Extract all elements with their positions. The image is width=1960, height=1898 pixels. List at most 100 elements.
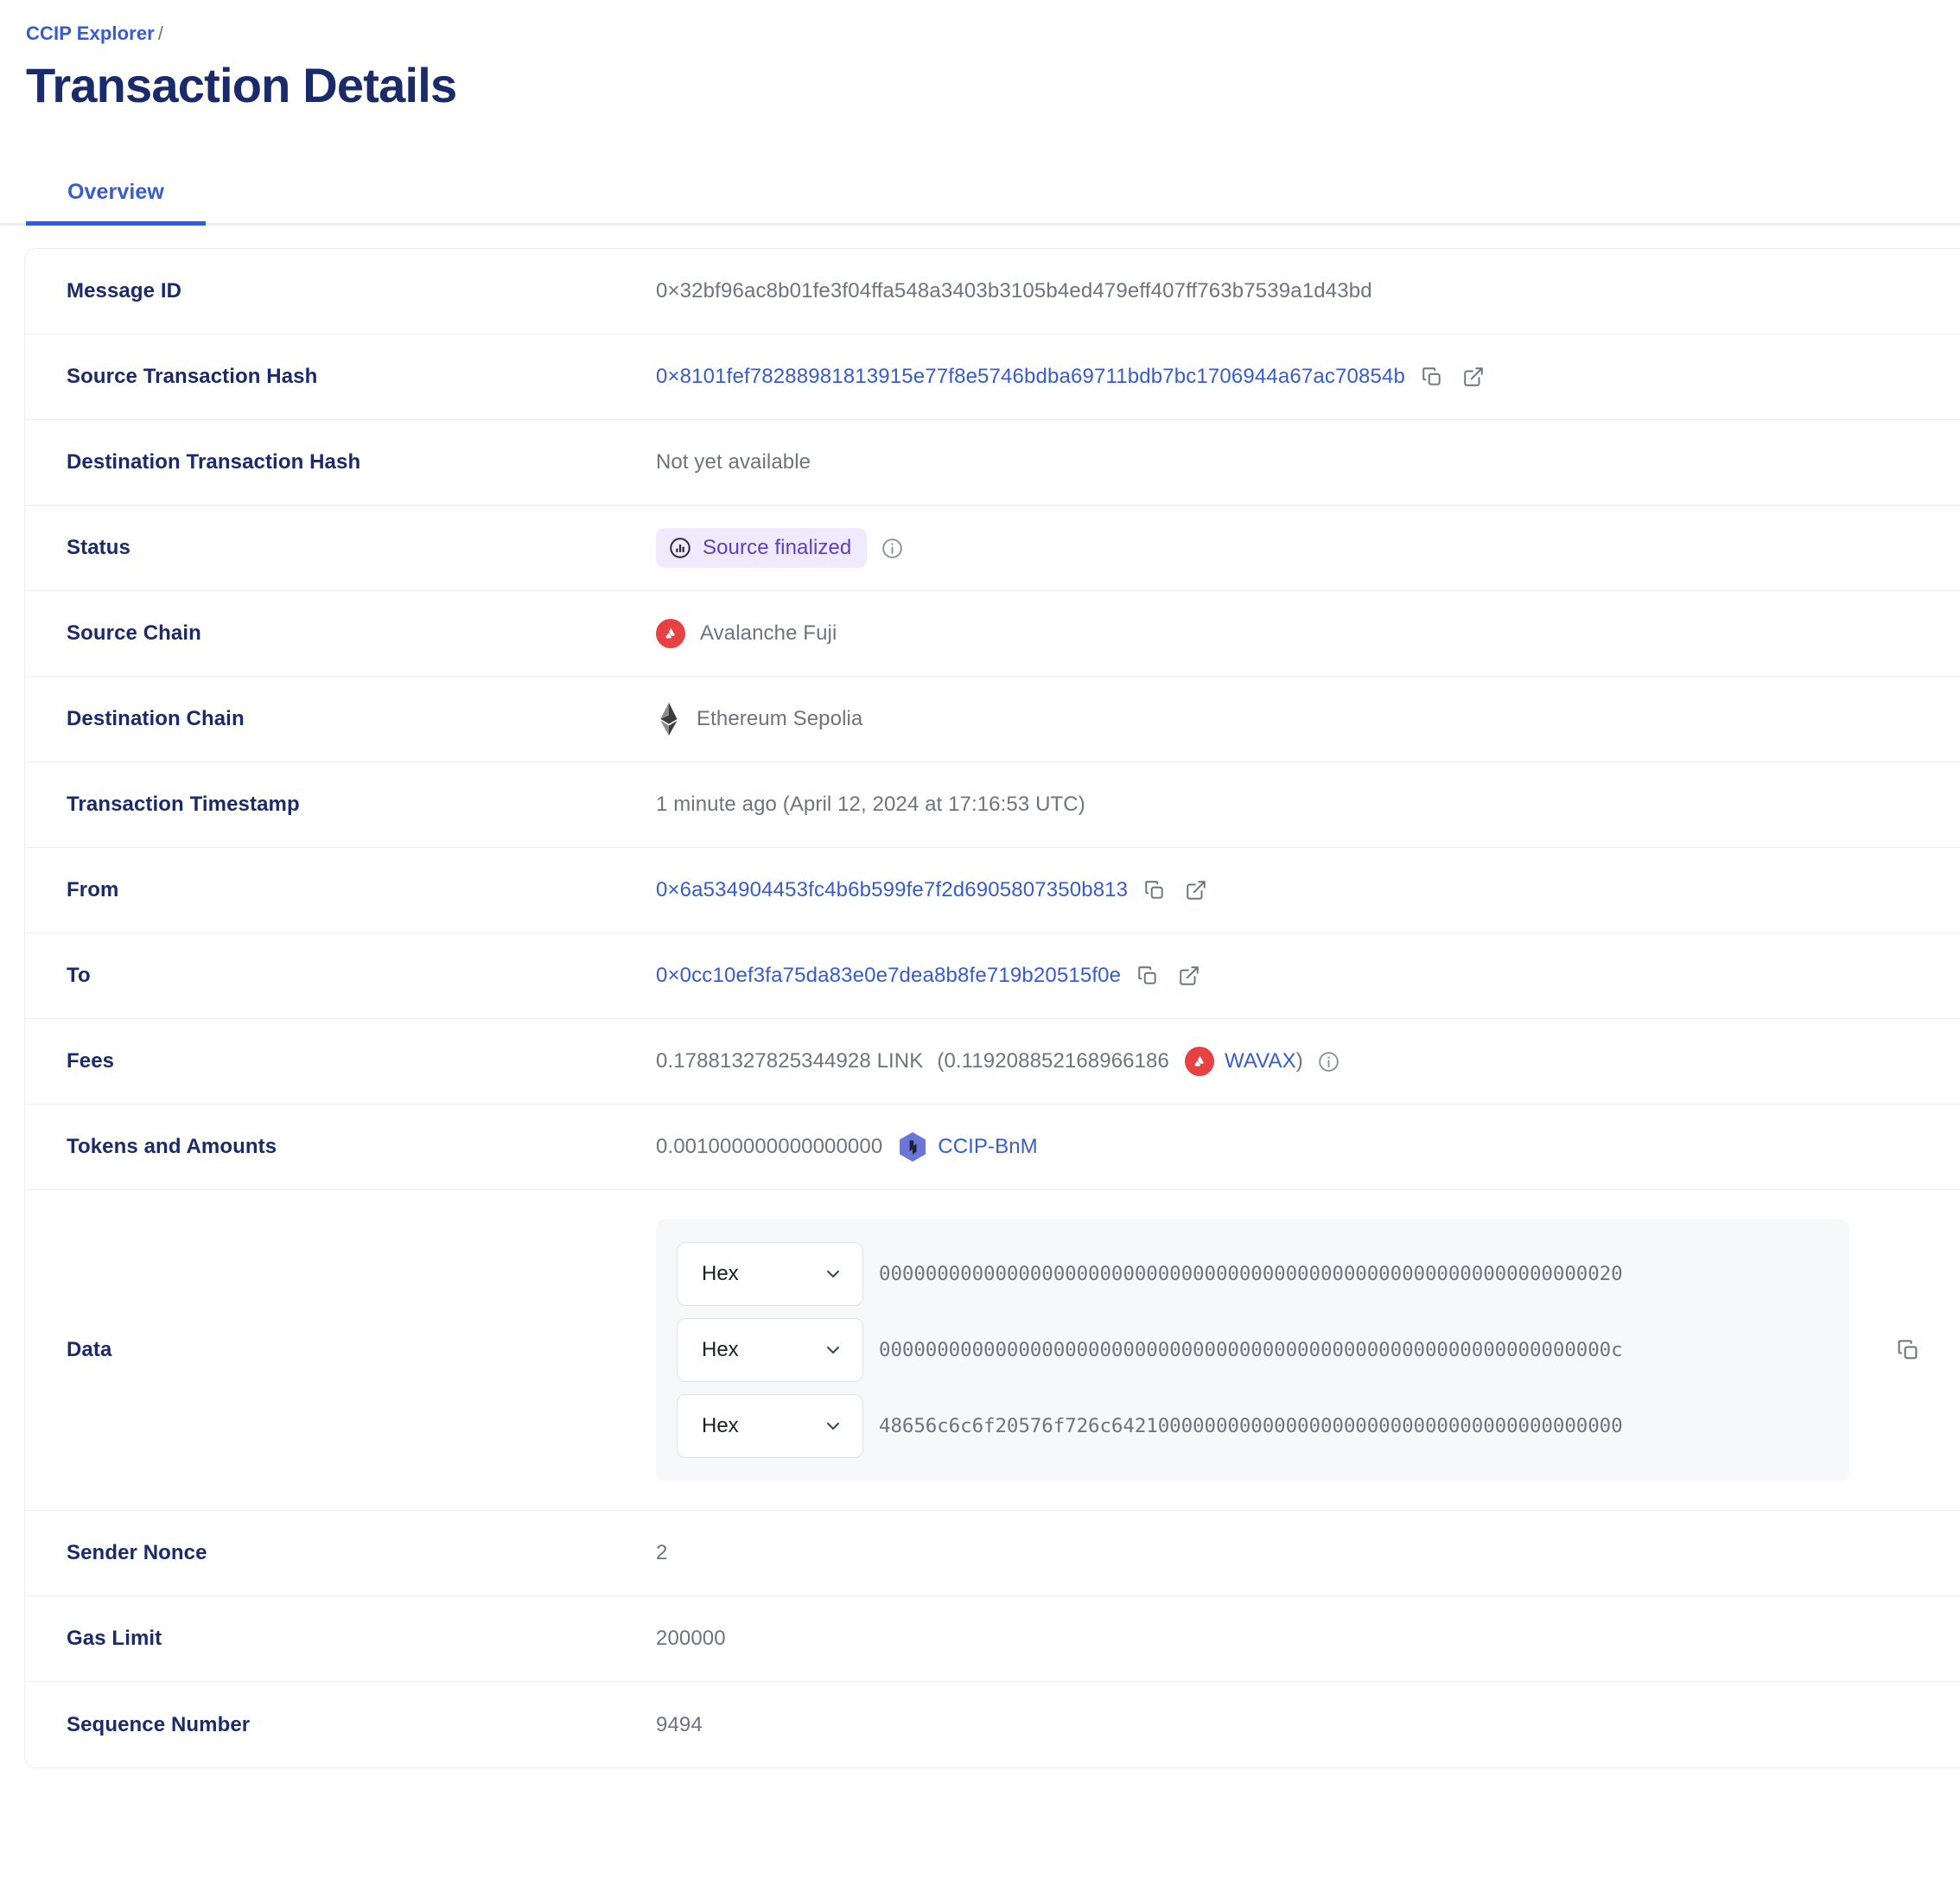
data-format-select-0[interactable]: Hex [677,1242,863,1307]
value-message-id: 0×32bf96ac8b01fe3f04ffa548a3403b3105b4ed… [656,279,1960,303]
fees-paren-close: ) [1295,1049,1303,1073]
copy-icon[interactable] [1896,1338,1920,1362]
row-source-transaction-hash: Source Transaction Hash 0×8101fef7828898… [25,334,1960,421]
data-line: Hex 000000000000000000000000000000000000… [677,1318,1829,1383]
label-source-transaction-hash: Source Transaction Hash [67,365,318,389]
row-source-chain: Source Chain Avalanche Fuji [25,591,1960,678]
value-status: Source finalized [656,528,1960,569]
row-to: To 0×0cc10ef3fa75da83e0e7dea8b8fe719b205… [25,933,1960,1020]
label-to: To [67,964,91,988]
data-format-label: Hex [702,1262,739,1286]
copy-icon[interactable] [1140,876,1169,905]
label-message-id: Message ID [67,279,182,303]
row-gas-limit: Gas Limit 200000 [25,1596,1960,1683]
external-link-icon[interactable] [1459,362,1488,392]
data-format-label: Hex [702,1338,739,1362]
tab-bar: Overview [0,158,1960,226]
label-fees: Fees [67,1049,115,1073]
value-gas-limit: 200000 [656,1627,726,1651]
external-link-icon[interactable] [1174,961,1204,990]
label-status: Status [67,536,130,560]
external-link-icon[interactable] [1181,876,1211,905]
page-title: Transaction Details [26,58,457,113]
wavax-token-label[interactable]: WAVAX [1224,1049,1296,1073]
data-value-wrapper: Hex 000000000000000000000000000000000000… [656,1190,1960,1510]
value-destination-transaction-hash: Not yet available [656,450,811,474]
value-transaction-timestamp: 1 minute ago (April 12, 2024 at 17:16:53… [656,793,1085,817]
value-destination-chain: Ethereum Sepolia [656,703,1960,736]
tab-overview[interactable]: Overview [26,158,206,226]
data-hex-value-1: 0000000000000000000000000000000000000000… [879,1339,1623,1362]
label-source-chain: Source Chain [67,621,201,646]
breadcrumb-link-ccip-explorer[interactable]: CCIP Explorer [26,22,155,44]
copy-icon[interactable] [1133,961,1162,990]
row-tokens-and-amounts: Tokens and Amounts 0.001000000000000000 … [25,1105,1960,1191]
wavax-token-chip[interactable]: WAVAX [1184,1047,1296,1077]
info-icon[interactable] [1317,1050,1340,1073]
data-format-select-1[interactable]: Hex [677,1318,863,1383]
message-id-text: 0×32bf96ac8b01fe3f04ffa548a3403b3105b4ed… [656,279,1372,303]
row-data: Data Hex 0000000000000000000000000000000… [25,1190,1960,1512]
row-sender-nonce: Sender Nonce 2 [25,1511,1960,1597]
data-format-select-2[interactable]: Hex [677,1394,863,1459]
value-source-chain: Avalanche Fuji [656,619,1960,649]
source-chain-label: Avalanche Fuji [700,621,837,646]
from-address-link[interactable]: 0×6a534904453fc4b6b599fe7f2d6905807350b8… [656,878,1129,902]
ccip-bnm-token-label[interactable]: CCIP-BnM [938,1135,1038,1159]
value-source-transaction-hash: 0×8101fef78288981813915e77f8e5746bdba697… [656,362,1960,392]
row-destination-chain: Destination Chain Ethereum Sepolia [25,677,1960,763]
row-destination-transaction-hash: Destination Transaction Hash Not yet ava… [25,420,1960,506]
label-sequence-number: Sequence Number [67,1712,251,1736]
signal-bars-circle-icon [668,536,692,560]
value-fees: 0.17881327825344928 LINK (0.119208852168… [656,1047,1960,1077]
status-badge-label: Source finalized [703,536,852,560]
avalanche-icon [1184,1047,1214,1077]
label-sender-nonce: Sender Nonce [67,1541,207,1565]
ethereum-icon [656,703,682,736]
data-hex-value-2: 48656c6c6f20576f726c64210000000000000000… [879,1415,1623,1438]
row-message-id: Message ID 0×32bf96ac8b01fe3f04ffa548a34… [25,249,1960,335]
value-tokens-and-amounts: 0.001000000000000000 CCIP-BnM [656,1131,1960,1162]
value-sender-nonce: 2 [656,1541,668,1565]
fees-primary-amount: 0.17881327825344928 LINK [656,1049,924,1073]
label-tokens-and-amounts: Tokens and Amounts [67,1135,277,1159]
row-fees: Fees 0.17881327825344928 LINK (0.1192088… [25,1019,1960,1105]
transaction-details-card: Message ID 0×32bf96ac8b01fe3f04ffa548a34… [24,248,1960,1769]
chevron-down-icon [823,1340,843,1360]
tab-overview-label: Overview [67,179,164,204]
value-to: 0×0cc10ef3fa75da83e0e7dea8b8fe719b20515f… [656,961,1960,990]
fees-secondary-amount: (0.119208852168966186 [937,1049,1169,1073]
label-transaction-timestamp: Transaction Timestamp [67,793,300,817]
data-panel: Hex 000000000000000000000000000000000000… [656,1220,1849,1481]
destination-chain-label: Ethereum Sepolia [697,707,863,731]
chevron-down-icon [823,1416,843,1436]
to-address-link[interactable]: 0×0cc10ef3fa75da83e0e7dea8b8fe719b20515f… [656,964,1122,988]
ccip-bnm-token-chip[interactable]: CCIP-BnM [898,1131,1038,1162]
token-amount: 0.001000000000000000 [656,1135,883,1159]
copy-icon[interactable] [1417,362,1447,392]
status-badge[interactable]: Source finalized [656,528,868,569]
label-data: Data [67,1338,112,1362]
value-sequence-number: 9494 [656,1712,703,1736]
page-header: CCIP Explorer / Transaction Details [0,0,1960,113]
avalanche-icon [656,619,685,649]
chevron-down-icon [823,1264,843,1284]
data-line: Hex 000000000000000000000000000000000000… [677,1242,1829,1307]
ccip-bnm-icon [898,1131,927,1162]
breadcrumb-separator: / [157,22,164,44]
data-format-label: Hex [702,1414,739,1438]
label-gas-limit: Gas Limit [67,1627,162,1651]
row-status: Status Source finalized [25,506,1960,592]
data-line: Hex 48656c6c6f20576f726c6421000000000000… [677,1394,1829,1459]
breadcrumb: CCIP Explorer / [26,22,1960,45]
label-from: From [67,878,119,902]
label-destination-chain: Destination Chain [67,707,245,731]
data-hex-value-0: 0000000000000000000000000000000000000000… [879,1263,1623,1286]
source-transaction-hash-link[interactable]: 0×8101fef78288981813915e77f8e5746bdba697… [656,365,1405,389]
value-from: 0×6a534904453fc4b6b599fe7f2d6905807350b8… [656,876,1960,905]
label-destination-transaction-hash: Destination Transaction Hash [67,450,361,474]
row-transaction-timestamp: Transaction Timestamp 1 minute ago (Apri… [25,762,1960,849]
row-from: From 0×6a534904453fc4b6b599fe7f2d6905807… [25,848,1960,934]
row-sequence-number: Sequence Number 9494 [25,1682,1960,1767]
info-icon[interactable] [881,537,904,560]
